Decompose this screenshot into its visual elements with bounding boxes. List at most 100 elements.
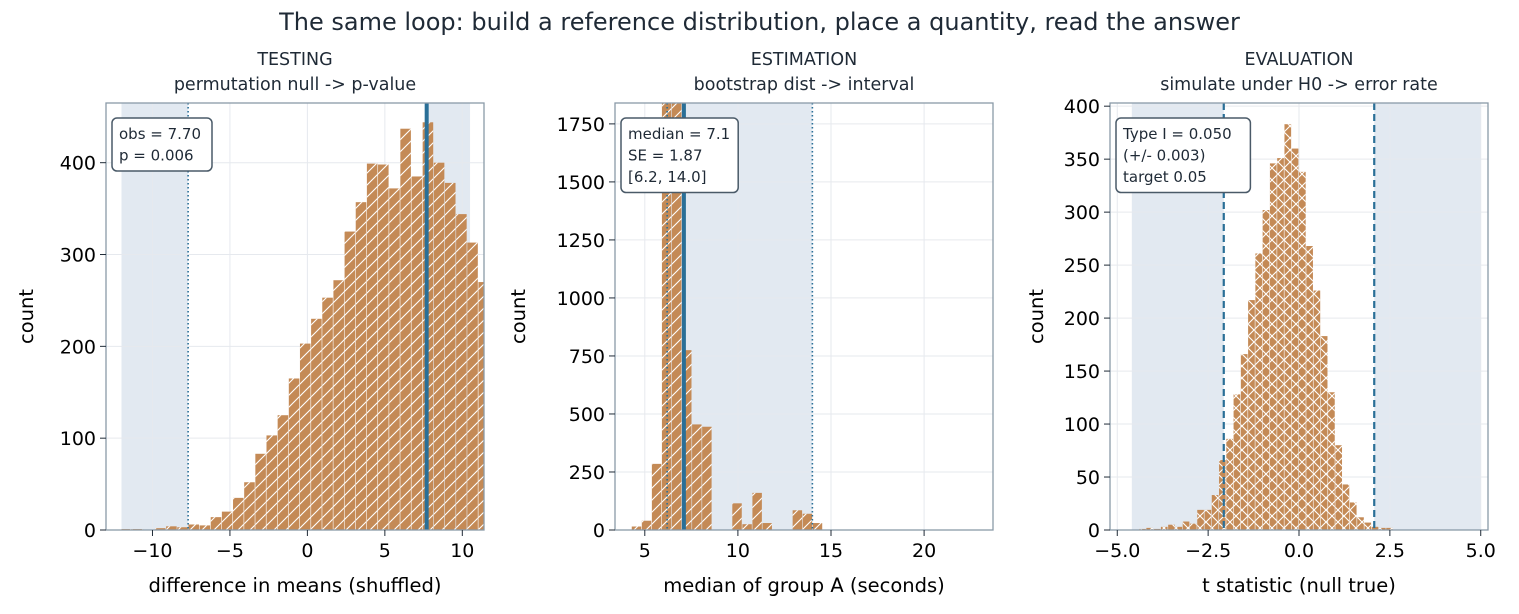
- x-tick-label: −10: [132, 540, 172, 562]
- y-tick-label: 200: [1064, 308, 1100, 330]
- histogram-bar-hatch: [534, 460, 545, 530]
- chart-panel-2: 5 10 15 20 0 250 500 750 1000 1250 1500 1750 ESTIMAT…: [507, 50, 994, 597]
- histogram-bar-hatch: [1313, 290, 1321, 530]
- panel-subtitle: bootstrap dist -> interval: [694, 75, 915, 95]
- histogram-bar-hatch: [1269, 163, 1277, 530]
- histogram-bar-hatch: [266, 435, 278, 530]
- histogram-bar-hatch: [188, 524, 199, 530]
- histogram-bar-hatch: [1277, 158, 1284, 530]
- y-tick-label: 50: [1076, 467, 1100, 489]
- histogram-bar-hatch: [579, 523, 590, 530]
- histogram-bar-hatch: [1364, 522, 1372, 530]
- histogram-bar-hatch: [1160, 526, 1168, 530]
- histogram-bar: [545, 484, 556, 530]
- x-tick-label: 5: [639, 540, 651, 562]
- y-tick-label: 200: [60, 336, 96, 358]
- histogram-bar-hatch: [277, 415, 289, 530]
- histogram-bar-hatch: [1386, 527, 1393, 530]
- y-tick-label: 350: [1064, 149, 1100, 171]
- histogram-bar-hatch: [802, 513, 813, 530]
- y-tick-label: 0: [1088, 520, 1100, 542]
- panel-subtitle: permutation null -> p-value: [174, 75, 416, 95]
- x-tick-label: 5: [379, 540, 391, 562]
- annotation-box: [111, 117, 213, 172]
- x-tick-label: −5: [216, 540, 244, 562]
- histogram-bar-hatch: [762, 523, 772, 530]
- histogram-bar-hatch: [210, 517, 222, 530]
- histogram-bar-hatch: [411, 176, 423, 530]
- x-tick-label: 2.5: [1375, 540, 1405, 562]
- y-tick-label: 0: [593, 520, 605, 542]
- histogram-bar-hatch: [641, 520, 652, 530]
- y-tick-label: 400: [60, 153, 96, 175]
- histogram-bar-hatch: [355, 202, 367, 530]
- histogram-bar-hatch: [742, 524, 752, 530]
- y-tick-label: 1000: [557, 288, 605, 310]
- histogram-bar: [512, 394, 523, 530]
- y-tick-label: 300: [1064, 202, 1100, 224]
- histogram-bar-hatch: [1189, 523, 1197, 530]
- histogram-bar-hatch: [501, 356, 512, 530]
- histogram-bar-hatch: [1349, 502, 1357, 530]
- annotation-text: SE = 1.87: [628, 147, 703, 165]
- histogram-bar-hatch: [255, 453, 266, 530]
- y-tick-label: 1250: [557, 230, 605, 252]
- y-tick-label: 750: [569, 346, 605, 368]
- histogram-bar-hatch: [1219, 460, 1226, 530]
- histogram-bar-hatch: [1284, 124, 1292, 530]
- histogram-bar-hatch: [1204, 509, 1212, 530]
- histogram-bar-hatch: [1197, 509, 1204, 530]
- y-tick-label: 1500: [557, 172, 605, 194]
- histogram-bar-hatch: [1175, 526, 1183, 530]
- panel-title: EVALUATION: [1245, 50, 1354, 70]
- histogram-bar-hatch: [557, 505, 568, 530]
- y-axis-label: count: [15, 289, 38, 344]
- histogram-bar-hatch: [1291, 148, 1299, 530]
- annotation-text: median = 7.1: [628, 125, 730, 143]
- histogram-bar-hatch: [1168, 524, 1175, 530]
- histogram-bar-hatch: [1342, 484, 1350, 530]
- histogram-bar-hatch: [1299, 171, 1306, 530]
- panel-title: TESTING: [256, 50, 332, 70]
- histogram-bar-hatch: [1328, 392, 1335, 530]
- histogram-bar-hatch: [311, 318, 322, 530]
- histogram-bar: [501, 356, 512, 530]
- annotation-text: p = 0.006: [119, 147, 194, 165]
- y-tick-label: 300: [60, 245, 96, 267]
- histogram-bar-hatch: [233, 497, 244, 530]
- x-tick-label: 10: [450, 540, 474, 562]
- histogram-bar-hatch: [692, 424, 702, 530]
- histogram-bar-hatch: [1306, 246, 1313, 530]
- y-tick-label: 100: [1064, 414, 1100, 436]
- histogram-bar-hatch: [752, 492, 762, 530]
- histogram-bar-hatch: [702, 426, 712, 530]
- histogram-bar-hatch: [366, 163, 378, 530]
- histogram-bar-hatch: [1371, 526, 1379, 530]
- plot-area: [106, 103, 590, 530]
- histogram-bar-hatch: [1240, 354, 1248, 530]
- histogram-bar: [568, 513, 579, 530]
- histogram-bar: [534, 460, 545, 530]
- histogram-bar-hatch: [1248, 300, 1255, 530]
- histogram-bar-hatch: [288, 378, 300, 530]
- histogram-bar-hatch: [478, 282, 484, 530]
- plot-area: [1110, 103, 1488, 530]
- y-tick-label: 1750: [557, 114, 605, 136]
- annotation-text: [6.2, 14.0]: [628, 168, 707, 186]
- histogram-bar-hatch: [651, 463, 662, 530]
- y-tick-label: 500: [569, 404, 605, 426]
- histogram-bar-hatch: [1335, 445, 1343, 530]
- plot-frame: [614, 102, 994, 531]
- histogram-bar-hatch: [433, 162, 445, 530]
- x-axis-label: difference in means (shuffled): [148, 574, 441, 597]
- y-tick-label: 250: [1064, 255, 1100, 277]
- y-axis-label: count: [507, 289, 530, 344]
- annotation-box: [620, 117, 739, 194]
- panel-title: ESTIMATION: [751, 50, 857, 70]
- histogram-bar-hatch: [456, 214, 467, 530]
- x-tick-label: 10: [726, 540, 750, 562]
- histogram-bar-hatch: [154, 528, 166, 530]
- histogram-bar-hatch: [177, 527, 188, 530]
- histogram-bar-hatch: [444, 182, 456, 530]
